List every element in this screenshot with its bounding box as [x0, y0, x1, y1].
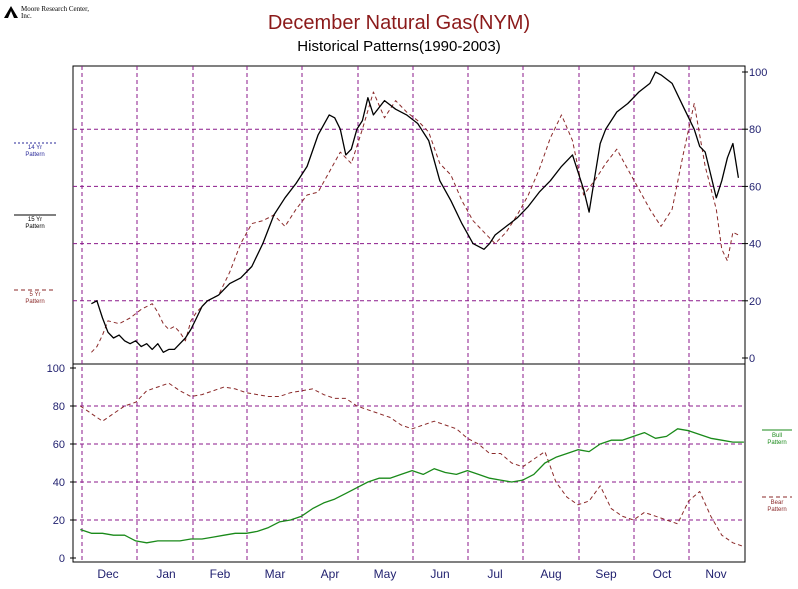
legend-label-15yr-0: 15 Yr: [28, 217, 42, 223]
top-tick-label-0: 0: [749, 353, 755, 365]
month-label-mar: Mar: [265, 567, 286, 581]
chart-subtitle: Historical Patterns(1990-2003): [297, 38, 501, 55]
month-label-may: May: [374, 567, 397, 581]
month-label-sep: Sep: [595, 567, 617, 581]
bot-tick-label-20: 20: [53, 515, 65, 527]
legend-label-bear-0: Bear: [771, 500, 784, 506]
month-label-apr: Apr: [321, 567, 340, 581]
bot-tick-label-80: 80: [53, 401, 65, 413]
bot-tick-label-40: 40: [53, 477, 65, 489]
series-bear-pattern-line: [80, 382, 745, 548]
month-label-jun: Jun: [430, 567, 449, 581]
legend-label-5yr-1: Pattern: [25, 299, 44, 305]
top-tick-label-80: 80: [749, 124, 761, 136]
month-label-dec: Dec: [97, 567, 118, 581]
series-bull-pattern-line: [80, 428, 744, 544]
month-label-jul: Jul: [487, 567, 502, 581]
legend-label-14yr-0: 14 Yr: [28, 145, 42, 151]
month-label-feb: Feb: [210, 567, 231, 581]
series-15yr-pattern-line: [91, 71, 740, 353]
month-label-oct: Oct: [653, 567, 672, 581]
bot-tick-label-0: 0: [59, 553, 65, 565]
logo-mark-icon: [4, 6, 18, 18]
chart-title: December Natural Gas(NYM): [267, 12, 531, 34]
legend-label-bear-1: Pattern: [767, 507, 786, 513]
month-label-nov: Nov: [705, 567, 726, 581]
top-tick-label-20: 20: [749, 296, 761, 308]
top-tick-label-60: 60: [749, 181, 761, 193]
legend-label-15yr-1: Pattern: [25, 224, 44, 230]
month-label-jan: Jan: [156, 567, 175, 581]
month-label-aug: Aug: [540, 567, 561, 581]
legend-label-14yr-1: Pattern: [25, 152, 44, 158]
top-tick-label-40: 40: [749, 239, 761, 251]
bot-tick-label-100: 100: [47, 363, 65, 375]
top-tick-label-100: 100: [749, 67, 767, 79]
plot-frame: [72, 65, 746, 563]
series-5yr-pattern-line: [91, 91, 739, 353]
logo-text: Moore Research Center, Inc.: [21, 5, 89, 20]
legend-label-5yr-0: 5 Yr: [30, 292, 41, 298]
legend-label-bull-0: Bull: [772, 433, 782, 439]
company-logo: Moore Research Center, Inc.: [4, 6, 101, 20]
bot-tick-label-60: 60: [53, 439, 65, 451]
legend-label-bull-1: Pattern: [767, 440, 786, 446]
